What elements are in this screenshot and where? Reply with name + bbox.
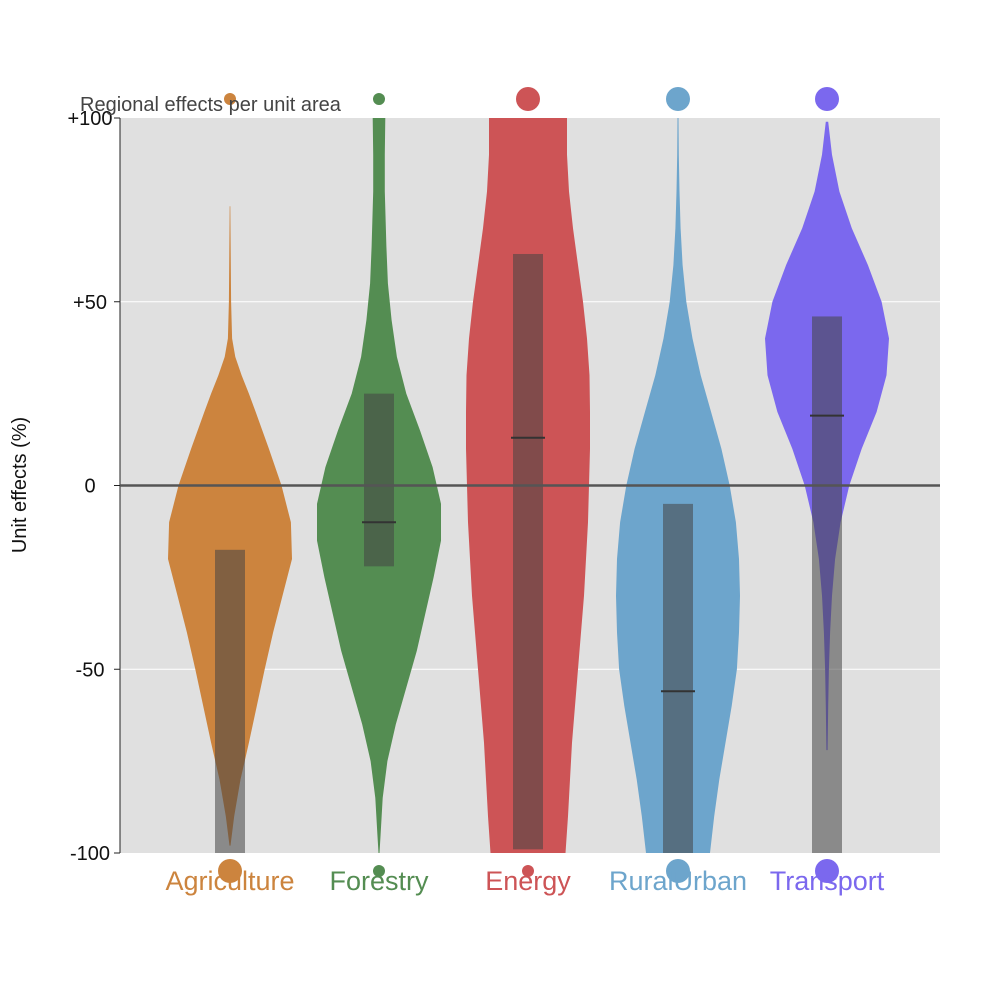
markers — [218, 87, 839, 883]
iqr-box — [364, 393, 394, 567]
iqr-box — [812, 316, 842, 853]
bottom-marker — [815, 859, 839, 883]
chart-subtitle: Regional effects per unit area — [80, 94, 342, 116]
x-axis-labels: Agriculture Forestry Energy RuralUrban Trans… — [165, 866, 884, 896]
y-tick-label: +100 — [67, 108, 112, 130]
bottom-marker — [522, 865, 534, 877]
bottom-marker — [218, 859, 242, 883]
y-tick-label: 0 — [84, 476, 95, 498]
top-marker — [373, 93, 385, 105]
category-label: Transport — [770, 866, 885, 896]
iqr-box — [215, 549, 245, 853]
y-axis-label: Unit effects (%) — [9, 417, 31, 553]
y-tick-label: -100 — [70, 843, 110, 865]
category-label: Forestry — [329, 866, 429, 896]
top-marker — [224, 93, 236, 105]
y-axis: +100 +50 0 -50 -100 — [67, 108, 121, 865]
iqr-box — [663, 503, 693, 853]
violin-agriculture — [168, 206, 292, 853]
violin-shape — [168, 206, 292, 846]
category-label: RuralUrban — [609, 866, 747, 896]
y-tick-label: +50 — [73, 292, 107, 314]
iqr-box — [513, 253, 543, 850]
bottom-marker — [666, 859, 690, 883]
top-marker — [666, 87, 690, 111]
violins — [168, 118, 889, 853]
category-label: Agriculture — [165, 866, 294, 896]
top-marker — [815, 87, 839, 111]
y-tick-label: -50 — [76, 659, 105, 681]
bottom-marker — [373, 865, 385, 877]
violin-transport — [765, 121, 889, 853]
category-label: Energy — [485, 866, 571, 896]
top-marker — [516, 87, 540, 111]
